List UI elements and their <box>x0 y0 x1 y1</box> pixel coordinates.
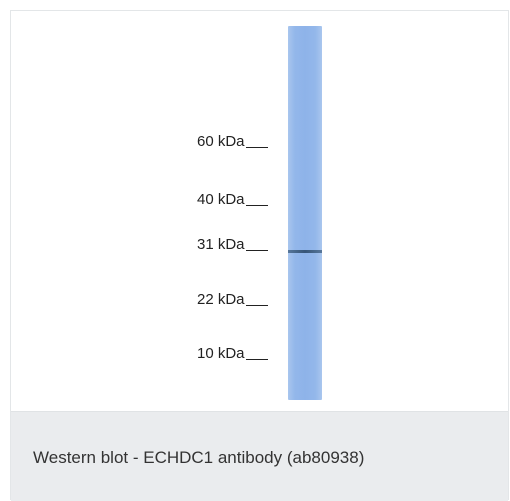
western-blot-image: 60 kDa 40 kDa 31 kDa 22 kDa 10 kDa <box>11 11 508 411</box>
marker-label: 60 kDa <box>197 133 245 150</box>
marker-tick <box>245 205 268 206</box>
marker-label: 22 kDa <box>197 291 245 308</box>
marker-40-kda: 40 kDa <box>197 191 287 209</box>
marker-60-kda: 60 kDa <box>197 133 287 151</box>
blot-lane <box>288 26 322 400</box>
marker-tick <box>245 250 268 251</box>
figure-card: 60 kDa 40 kDa 31 kDa 22 kDa 10 kDa Weste… <box>10 10 509 501</box>
marker-22-kda: 22 kDa <box>197 291 287 309</box>
marker-tick <box>245 305 268 306</box>
blot-band <box>288 250 322 253</box>
caption-bar: Western blot - ECHDC1 antibody (ab80938) <box>11 411 508 501</box>
marker-label: 10 kDa <box>197 345 245 362</box>
marker-tick <box>245 359 268 360</box>
marker-label: 31 kDa <box>197 236 245 253</box>
marker-10-kda: 10 kDa <box>197 345 287 363</box>
marker-label: 40 kDa <box>197 191 245 208</box>
figure-caption: Western blot - ECHDC1 antibody (ab80938) <box>33 448 365 467</box>
marker-tick <box>245 147 268 148</box>
marker-31-kda: 31 kDa <box>197 236 287 254</box>
